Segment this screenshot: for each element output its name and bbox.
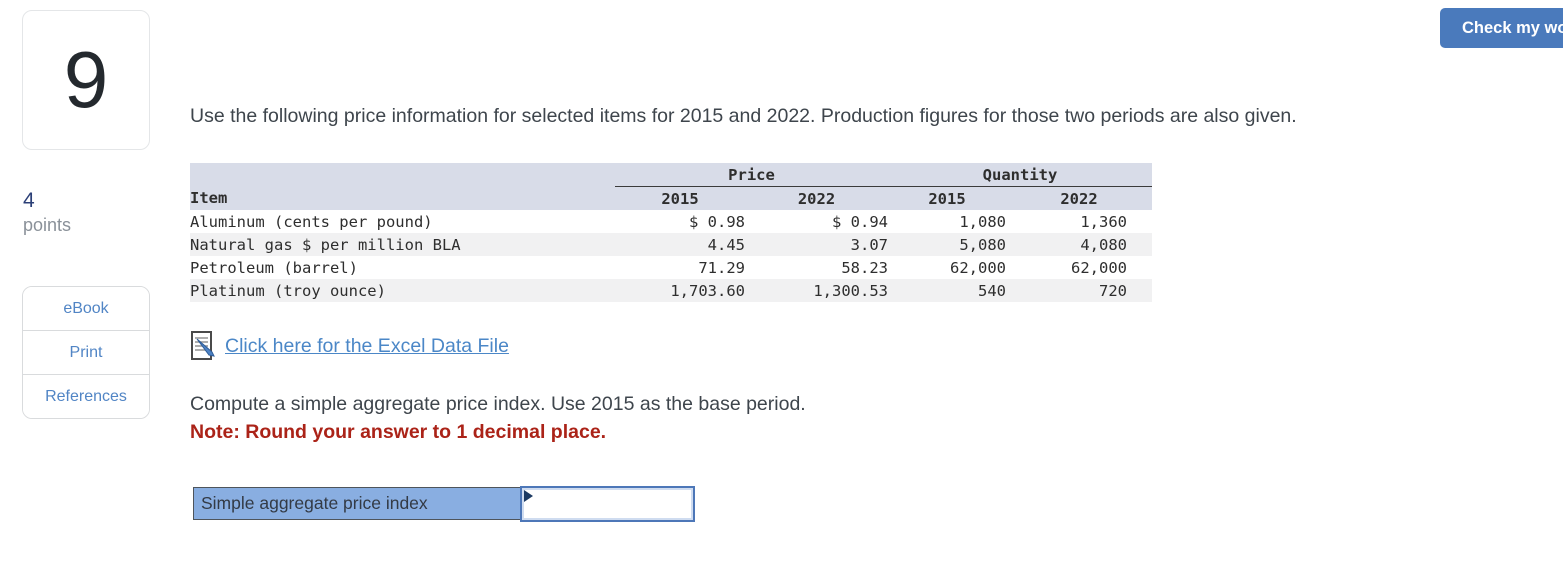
item-name: Natural gas $ per million BLA bbox=[190, 233, 615, 256]
qty-2015-value: 540 bbox=[888, 279, 1006, 302]
price-2015-value: $ 0.98 bbox=[689, 212, 745, 231]
price-2022-value: 58.23 bbox=[841, 258, 888, 277]
points-label: points bbox=[23, 215, 72, 236]
price-2015-value: 4.45 bbox=[615, 233, 745, 256]
quantity-group-header: Quantity bbox=[888, 163, 1152, 187]
item-name: Petroleum (barrel) bbox=[190, 258, 358, 277]
qty-2015-value: 1,080 bbox=[959, 212, 1006, 231]
points-block: 4 points bbox=[23, 188, 71, 237]
price-2022-value: 1,300.53 bbox=[745, 279, 888, 302]
question-number-box: 9 bbox=[22, 10, 150, 150]
table-column-header-row: Item 2015 2022 2015 2022 bbox=[190, 186, 1152, 210]
qty-2022-value: 62,000 bbox=[1071, 258, 1127, 277]
tool-button-group: eBook Print References bbox=[22, 286, 150, 419]
excel-file-icon bbox=[190, 331, 216, 361]
qty-2022-value: 1,360 bbox=[1080, 212, 1127, 231]
task-text: Compute a simple aggregate price index. … bbox=[190, 393, 806, 415]
points-value: 4 bbox=[23, 189, 35, 212]
qty-2015-value: 62,000 bbox=[950, 258, 1006, 277]
table-group-header-row: Price Quantity bbox=[190, 163, 1152, 187]
price-2015-header: 2015 bbox=[615, 186, 745, 210]
item-column-header: Item bbox=[190, 186, 615, 210]
answer-row: Simple aggregate price index bbox=[193, 485, 695, 522]
excel-link-label: Click here for the Excel Data File bbox=[225, 334, 509, 357]
qty-2015-header: 2015 bbox=[888, 186, 1006, 210]
table-row: Platinum (troy ounce) 1,703.60 1,300.53 … bbox=[190, 279, 1152, 302]
ebook-button[interactable]: eBook bbox=[23, 287, 149, 330]
item-name: Platinum (troy ounce) bbox=[190, 279, 615, 302]
price-2022-value: $ 0.94 bbox=[832, 212, 888, 231]
price-quantity-table: Price Quantity Item 2015 2022 2015 2022 … bbox=[190, 163, 1152, 302]
table-row: Natural gas $ per million BLA 4.45 3.07 … bbox=[190, 233, 1152, 256]
price-2015-value: 1,703.60 bbox=[615, 279, 745, 302]
answer-input[interactable] bbox=[520, 485, 695, 522]
rounding-note: Note: Round your answer to 1 decimal pla… bbox=[190, 421, 607, 443]
qty-2022-value: 4,080 bbox=[1006, 233, 1152, 256]
qty-2015-value: 5,080 bbox=[888, 233, 1006, 256]
excel-link-row: Click here for the Excel Data File bbox=[190, 331, 509, 361]
price-2022-header: 2022 bbox=[745, 186, 888, 210]
cell-marker-arrow-icon bbox=[524, 489, 533, 502]
question-number: 9 bbox=[63, 35, 109, 124]
check-my-work-button[interactable]: Check my work bbox=[1440, 8, 1563, 48]
table-row: Petroleum (barrel) 71.29 58.23 62,000 62… bbox=[190, 256, 1152, 279]
spacer-cell bbox=[190, 163, 615, 187]
price-2022-value: 3.07 bbox=[745, 233, 888, 256]
price-2015-value: 71.29 bbox=[698, 258, 745, 277]
answer-input-cell bbox=[520, 485, 695, 522]
question-intro-text: Use the following price information for … bbox=[190, 105, 1297, 127]
table-row: Aluminum (cents per pound) $ 0.98 $ 0.94… bbox=[190, 210, 1152, 233]
references-button[interactable]: References bbox=[23, 374, 149, 418]
qty-2022-value: 720 bbox=[1006, 279, 1152, 302]
print-button[interactable]: Print bbox=[23, 330, 149, 374]
answer-label-cell: Simple aggregate price index bbox=[193, 487, 521, 520]
qty-2022-header: 2022 bbox=[1006, 186, 1152, 210]
item-name: Aluminum (cents per pound) bbox=[190, 212, 433, 231]
price-group-header: Price bbox=[615, 163, 888, 187]
excel-data-file-link[interactable]: Click here for the Excel Data File bbox=[190, 331, 509, 361]
